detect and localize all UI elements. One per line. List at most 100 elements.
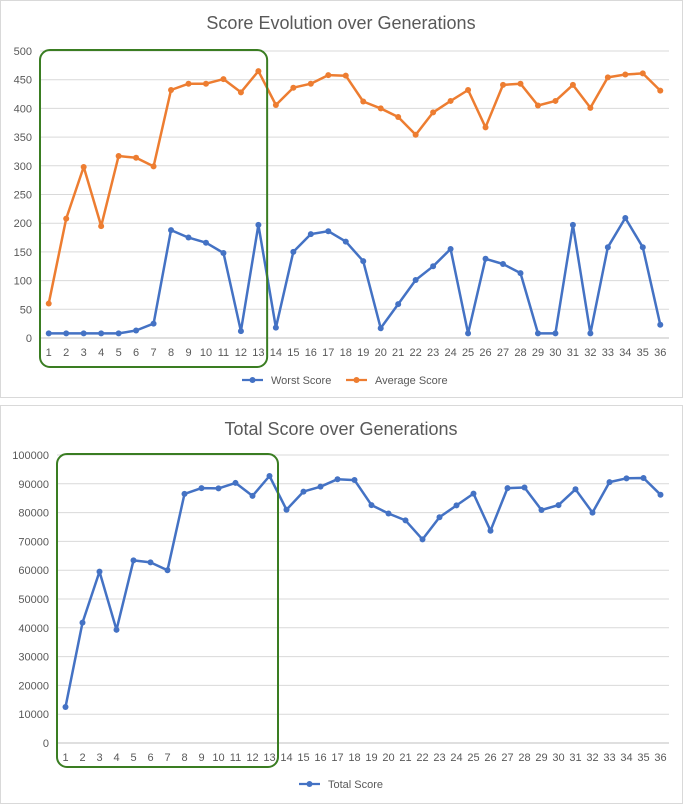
data-point-worst-score xyxy=(430,263,437,270)
chart-legend: Total Score xyxy=(299,779,383,791)
x-tick-label: 26 xyxy=(479,347,491,359)
data-point-total-score xyxy=(402,517,409,524)
score-evolution-chart-panel: Score Evolution over Generations 0 50 100 1… xyxy=(0,0,683,398)
data-point-worst-score xyxy=(465,330,472,337)
data-point-total-score xyxy=(283,506,290,513)
x-tick-label: 16 xyxy=(314,752,326,764)
data-point-total-score xyxy=(589,509,596,516)
data-point-total-score xyxy=(198,485,205,492)
score-evolution-chart: Score Evolution over Generations 0 50 100 1… xyxy=(14,13,669,387)
data-point-total-score xyxy=(113,626,120,633)
data-point-worst-score xyxy=(307,231,314,238)
x-tick-label: 19 xyxy=(365,752,377,764)
x-tick-label: 27 xyxy=(501,752,513,764)
data-point-total-score xyxy=(606,479,613,486)
x-tick-label: 34 xyxy=(619,347,631,359)
series-line-total-score xyxy=(64,474,662,709)
data-point-average-score xyxy=(202,80,209,87)
data-point-average-score xyxy=(307,80,314,87)
x-tick-label: 14 xyxy=(280,752,292,764)
data-point-average-score xyxy=(133,154,140,161)
x-tick-label: 12 xyxy=(246,752,258,764)
x-tick-label: 30 xyxy=(552,752,564,764)
data-point-worst-score xyxy=(185,234,192,241)
x-tick-label: 19 xyxy=(357,347,369,359)
y-tick-label: 70000 xyxy=(18,536,49,548)
data-point-worst-score xyxy=(133,327,140,334)
data-point-worst-score xyxy=(237,328,244,335)
data-point-average-score xyxy=(552,97,559,104)
x-tick-label: 31 xyxy=(567,347,579,359)
chart-title: Score Evolution over Generations xyxy=(206,13,475,33)
data-point-worst-score xyxy=(150,320,157,327)
data-point-average-score xyxy=(500,81,507,88)
x-tick-label: 8 xyxy=(181,752,187,764)
x-tick-label: 13 xyxy=(263,752,275,764)
x-tick-label: 33 xyxy=(602,347,614,359)
data-point-worst-score xyxy=(569,221,576,228)
data-point-worst-score xyxy=(202,239,209,246)
data-point-total-score xyxy=(572,486,579,493)
x-tick-label: 11 xyxy=(218,347,229,359)
data-point-total-score xyxy=(470,490,477,497)
data-point-total-score xyxy=(79,619,86,626)
data-point-total-score xyxy=(317,483,324,490)
data-point-average-score xyxy=(534,102,541,109)
data-point-total-score xyxy=(623,475,630,482)
data-point-average-score xyxy=(342,72,349,79)
y-tick-label: 250 xyxy=(14,190,32,202)
legend-label-total-score: Total Score xyxy=(328,779,383,791)
x-tick-label: 26 xyxy=(484,752,496,764)
x-tick-label: 12 xyxy=(235,347,247,359)
y-tick-label: 10000 xyxy=(18,709,49,721)
x-tick-label: 15 xyxy=(287,347,299,359)
data-point-worst-score xyxy=(360,258,367,265)
x-tick-label: 15 xyxy=(297,752,309,764)
data-point-worst-score xyxy=(115,330,122,337)
x-tick-label: 20 xyxy=(375,347,387,359)
data-point-worst-score xyxy=(220,250,227,257)
x-tick-label: 6 xyxy=(147,752,153,764)
x-tick-label: 27 xyxy=(497,347,509,359)
x-tick-label: 6 xyxy=(133,347,139,359)
data-point-average-score xyxy=(604,74,611,81)
y-tick-label: 60000 xyxy=(18,565,49,577)
x-tick-label: 22 xyxy=(410,347,422,359)
y-tick-label: 400 xyxy=(14,103,32,115)
data-point-average-score xyxy=(115,153,122,160)
data-point-worst-score xyxy=(80,330,87,337)
data-point-worst-score xyxy=(272,324,279,331)
legend-dot-average-score xyxy=(353,377,360,383)
y-tick-label: 90000 xyxy=(18,479,49,491)
data-point-total-score xyxy=(266,473,273,480)
data-point-average-score xyxy=(150,163,157,170)
x-tick-label: 23 xyxy=(427,347,439,359)
data-point-worst-score xyxy=(517,270,524,277)
data-point-worst-score xyxy=(657,321,664,328)
x-tick-label: 36 xyxy=(654,752,666,764)
data-point-total-score xyxy=(164,567,171,574)
data-point-total-score xyxy=(147,559,154,566)
data-point-worst-score xyxy=(63,330,70,337)
x-tick-label: 3 xyxy=(81,347,87,359)
data-point-average-score xyxy=(517,80,524,87)
x-tick-label: 34 xyxy=(620,752,632,764)
data-point-total-score xyxy=(351,477,358,484)
data-point-average-score xyxy=(430,109,437,116)
x-tick-label: 10 xyxy=(212,752,224,764)
x-tick-label: 1 xyxy=(46,347,52,359)
data-point-total-score xyxy=(232,479,239,486)
y-tick-label: 350 xyxy=(14,132,32,144)
data-point-average-score xyxy=(639,70,646,77)
data-point-average-score xyxy=(98,223,105,230)
x-tick-label: 30 xyxy=(549,347,561,359)
series-line-average-score xyxy=(47,69,662,305)
x-tick-label: 9 xyxy=(198,752,204,764)
data-point-average-score xyxy=(622,71,629,78)
data-point-worst-score xyxy=(622,215,629,222)
data-point-total-score xyxy=(215,485,222,492)
data-point-total-score xyxy=(521,484,528,491)
x-tick-label: 8 xyxy=(168,347,174,359)
x-tick-label: 31 xyxy=(569,752,581,764)
data-point-total-score xyxy=(657,491,664,498)
